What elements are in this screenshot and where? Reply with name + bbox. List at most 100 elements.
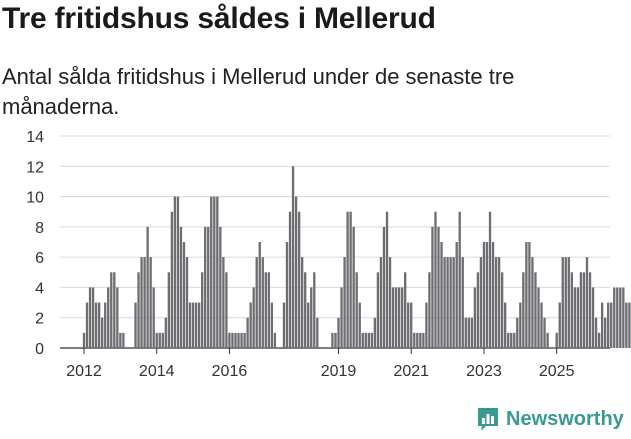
- y-tick-label: 2: [35, 311, 44, 328]
- x-tick-label: 2019: [321, 363, 357, 380]
- bar: [285, 242, 289, 348]
- bar: [564, 257, 567, 348]
- y-tick-label: 12: [26, 159, 44, 176]
- bar: [482, 242, 486, 348]
- bar: [543, 317, 546, 348]
- bar: [588, 272, 592, 348]
- bar: [234, 332, 237, 348]
- bar: [376, 272, 380, 348]
- bar: [610, 302, 613, 348]
- bar: [458, 211, 461, 348]
- bar: [625, 302, 628, 348]
- bar: [143, 257, 146, 348]
- bar: [173, 196, 177, 348]
- bar: [431, 226, 434, 348]
- y-tick-label: 14: [26, 129, 44, 146]
- bar: [400, 287, 404, 348]
- bar: [585, 257, 589, 348]
- bar: [107, 287, 110, 348]
- x-tick-label: 2021: [393, 363, 429, 380]
- bar: [188, 302, 192, 348]
- bar: [440, 242, 443, 348]
- bar: [616, 287, 619, 348]
- bar: [428, 272, 431, 348]
- bar: [443, 257, 446, 348]
- bar: [110, 272, 113, 348]
- bar: [225, 272, 228, 348]
- bar: [337, 317, 340, 348]
- bar: [294, 196, 298, 348]
- x-tick-label: 2014: [139, 363, 175, 380]
- bar: [340, 287, 343, 348]
- bar: [452, 257, 455, 348]
- bar: [367, 332, 370, 348]
- x-tick-label: 2025: [539, 363, 575, 380]
- y-axis-ticks: 0 2 4 6 8 10 12 14: [26, 129, 44, 358]
- bar: [470, 317, 474, 348]
- bar: [397, 287, 401, 348]
- brand-name: Newsworthy: [506, 407, 624, 430]
- bar: [94, 302, 98, 348]
- bar: [582, 272, 586, 348]
- bar: [567, 257, 570, 348]
- bar: [282, 302, 286, 348]
- bar: [222, 257, 225, 348]
- bar: [140, 257, 143, 348]
- bar: [258, 242, 261, 348]
- bar: [407, 302, 410, 348]
- bar: [164, 317, 167, 348]
- y-tick-label: 0: [35, 341, 44, 358]
- bar: [491, 242, 495, 348]
- bar: [216, 196, 219, 348]
- bar: [513, 332, 516, 348]
- bar: [210, 196, 213, 348]
- bar: [334, 332, 337, 348]
- bar: [573, 287, 577, 348]
- bar: [385, 211, 389, 348]
- bar: [525, 242, 528, 348]
- bar: [246, 317, 249, 348]
- bar: [597, 332, 601, 348]
- bar: [134, 302, 137, 348]
- bar: [240, 332, 243, 348]
- bar: [119, 332, 122, 348]
- bar: [422, 332, 425, 348]
- bar: [170, 211, 174, 348]
- bar: [570, 272, 573, 348]
- bar: [473, 287, 477, 348]
- bar: [304, 272, 307, 348]
- y-tick-label: 10: [26, 190, 44, 207]
- bar: [434, 211, 437, 348]
- bar: [88, 287, 92, 348]
- bar: [391, 287, 395, 348]
- bar: [488, 211, 492, 348]
- bar: [243, 332, 246, 348]
- bar: [261, 257, 264, 348]
- bar: [373, 317, 377, 348]
- y-tick-label: 4: [35, 280, 44, 297]
- bar: [267, 272, 270, 348]
- bar: [307, 302, 310, 348]
- brand-logo[interactable]: Newsworthy: [476, 406, 624, 432]
- bar: [355, 272, 358, 348]
- bar: [497, 257, 501, 348]
- bar: [519, 302, 522, 348]
- bar: [382, 226, 386, 348]
- bar: [273, 332, 277, 348]
- bar: [510, 332, 513, 348]
- bar: [522, 272, 525, 348]
- bar: [85, 302, 89, 348]
- x-tick-label: 2012: [66, 363, 102, 380]
- bar: [370, 332, 374, 348]
- bar: [561, 257, 564, 348]
- bar: [219, 226, 222, 348]
- bar: [600, 302, 604, 348]
- bar: [191, 302, 195, 348]
- bar: [201, 272, 204, 348]
- bar: [197, 302, 201, 348]
- bar: [576, 287, 580, 348]
- bar: [546, 332, 549, 348]
- bar: [446, 257, 449, 348]
- x-axis-ticks: 2012 2014 2016 2019 2021 2023 2025: [66, 348, 575, 380]
- bar: [297, 211, 301, 348]
